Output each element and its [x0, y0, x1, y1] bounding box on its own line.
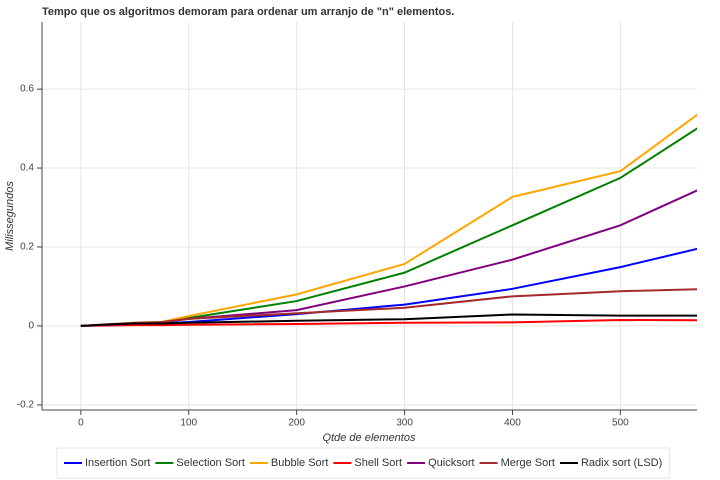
- x-tick-label: 100: [180, 418, 197, 429]
- legend: Insertion Sort Selection Sort Bubble Sort S…: [56, 447, 670, 479]
- legend-label: Shell Sort: [354, 457, 402, 469]
- x-tick-label: 0: [78, 418, 84, 429]
- axes: -0.2 0 0.2 0.4 0.6 0 100 200 300 400 500: [17, 22, 697, 429]
- legend-label: Selection Sort: [176, 457, 244, 469]
- y-axis-label: Milissegundos: [4, 181, 16, 251]
- series-line: [80, 127, 697, 327]
- legend-label: Bubble Sort: [271, 457, 328, 469]
- y-tick-label: 0: [28, 321, 34, 332]
- x-tick-label: 400: [504, 418, 521, 429]
- grid: [42, 22, 697, 410]
- legend-label: Radix sort (LSD): [581, 457, 662, 469]
- series-line: [80, 189, 697, 327]
- series-line: [80, 247, 697, 327]
- x-tick-label: 200: [288, 418, 305, 429]
- plot-area: [80, 113, 697, 327]
- x-tick-label: 300: [396, 418, 413, 429]
- series-line: [80, 313, 697, 327]
- legend-label: Insertion Sort: [85, 457, 150, 469]
- series-line: [80, 319, 697, 327]
- y-tick-label: 0.6: [20, 84, 34, 95]
- y-tick-label: 0.2: [20, 242, 34, 253]
- legend-label: Merge Sort: [501, 457, 555, 469]
- x-tick-label: 500: [612, 418, 629, 429]
- legend-label: Quicksort: [428, 457, 474, 469]
- y-tick-label: -0.2: [17, 400, 35, 411]
- x-axis-label: Qtde de elementos: [323, 432, 416, 444]
- chart-title: Tempo que os algoritmos demoram para ord…: [42, 6, 454, 18]
- y-tick-label: 0.4: [20, 163, 34, 174]
